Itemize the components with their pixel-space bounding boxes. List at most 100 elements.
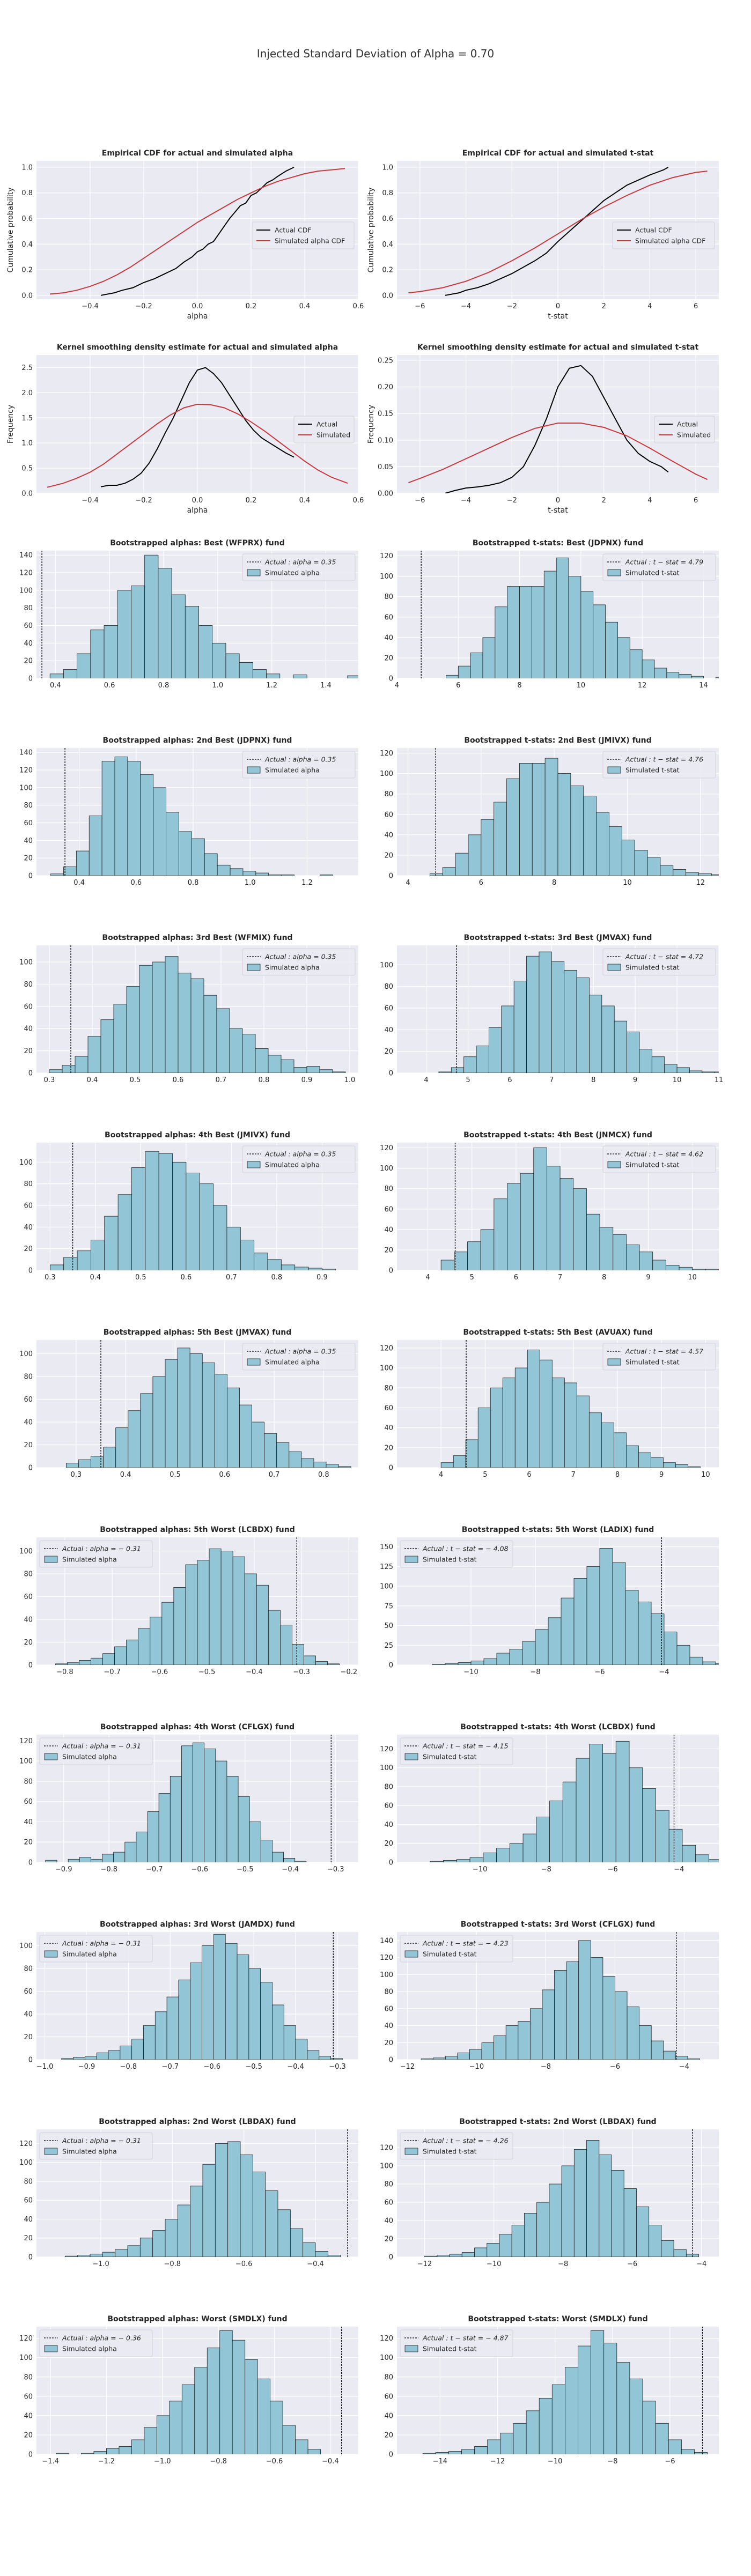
chart-title: Bootstrapped t-stats: 2nd Worst (LBDAX) … <box>459 2118 656 2126</box>
histogram-bar <box>252 2171 266 2257</box>
histogram-bar <box>642 2401 656 2454</box>
plot-content <box>55 1537 340 1665</box>
histogram-bar <box>691 676 704 678</box>
x-tick-label: −1.4 <box>42 2457 59 2466</box>
y-tick-label: 0.2 <box>21 267 33 275</box>
histogram-bar <box>578 1940 591 2060</box>
histogram-bar <box>272 2004 284 2060</box>
y-tick-label: 0.6 <box>21 215 33 223</box>
chart-title: Bootstrapped alphas: Best (WFPRX) fund <box>110 539 285 547</box>
legend-label: Simulated <box>316 431 350 439</box>
histogram-bar <box>230 868 244 876</box>
y-tick-label: 0.6 <box>382 215 393 223</box>
histogram-bar <box>522 1833 537 1862</box>
histogram-bar <box>496 1848 510 1862</box>
histogram-bar <box>522 1641 536 1665</box>
legend-box <box>39 2329 153 2357</box>
histogram-bar <box>67 1662 79 1665</box>
legend-box <box>242 1343 356 1371</box>
histogram-bar <box>451 1067 465 1073</box>
y-axis-label: Frequency <box>367 405 376 443</box>
histogram-bar <box>566 1961 579 2060</box>
x-tick-label: −0.7 <box>104 1668 121 1676</box>
histogram-bar <box>639 1049 652 1073</box>
legend: Actual : alpha = − 0.31 Simulated alpha <box>39 1935 153 1963</box>
legend-label: Actual : t − stat = 4.62 <box>625 1150 703 1158</box>
histogram-bar <box>613 1432 627 1468</box>
legend-box <box>39 1737 153 1765</box>
histogram-bar <box>445 1663 459 1665</box>
histogram-bar <box>639 1252 653 1270</box>
histogram-bar <box>647 857 661 876</box>
histogram-bar <box>268 874 282 876</box>
histogram-bar <box>138 1628 151 1665</box>
legend-label: Actual : alpha = − 0.31 <box>62 1940 141 1948</box>
histogram-bar <box>242 1034 256 1073</box>
legend-box <box>400 1737 513 1765</box>
plot-content <box>408 167 708 296</box>
histogram-bar <box>623 2188 637 2257</box>
x-tick-label: 9 <box>633 1076 637 1084</box>
y-tick-label: 80 <box>384 2181 393 2189</box>
histogram-bar <box>586 1213 600 1270</box>
legend-marker-simulated <box>607 766 621 774</box>
histogram-bar <box>181 1745 193 1862</box>
histogram-bar <box>166 1996 179 2060</box>
histogram-bar <box>583 796 597 876</box>
y-tick-label: 0 <box>389 675 393 683</box>
histogram-bar <box>689 1070 703 1073</box>
histogram-bar <box>664 1631 678 1665</box>
histogram-bar <box>705 1269 719 1270</box>
histogram-bar <box>295 2039 308 2060</box>
histogram-bar <box>636 2207 650 2257</box>
y-tick-label: 80 <box>24 1778 33 1786</box>
x-tick-label: −4 <box>679 2063 689 2071</box>
histogram-bar <box>260 1840 273 1862</box>
legend: Actual : alpha = − 0.31 Simulated alpha <box>39 2132 153 2160</box>
x-tick-label: 4 <box>647 497 652 505</box>
histogram-bar <box>556 557 569 678</box>
chart-title: Bootstrapped alphas: 4th Worst (CFLGX) f… <box>100 1723 294 1731</box>
legend-box <box>242 1145 356 1173</box>
histogram-bar <box>202 2164 216 2257</box>
y-tick-label: 60 <box>384 1205 393 1213</box>
histogram-bar <box>158 1153 173 1270</box>
legend-label: Actual : t − stat = 4.57 <box>625 1348 703 1356</box>
histogram-bar <box>483 1658 497 1665</box>
x-tick-label: −0.8 <box>120 2063 137 2071</box>
y-tick-label: 120 <box>19 2335 33 2343</box>
histogram-bar <box>518 2021 531 2060</box>
x-tick-label: −1.0 <box>154 2457 171 2466</box>
y-tick-label: 40 <box>384 2217 393 2225</box>
chart-panel-22: −12 −10 −8 −6 −4 0 20 40 60 80 100 120 Bootstrapped … <box>380 2118 719 2268</box>
histogram-bar <box>687 2059 700 2060</box>
chart-panel-24: −14 −12 −10 −8 −6 0 20 40 60 80 100 120 Bootstrapped… <box>380 2315 719 2466</box>
x-tick-label: −1.2 <box>98 2457 115 2466</box>
histogram-bar <box>457 2052 470 2060</box>
y-tick-label: 120 <box>380 1144 393 1152</box>
histogram-bar <box>139 965 153 1073</box>
histogram-bar <box>609 826 622 876</box>
histogram-bar <box>304 1655 316 1665</box>
legend: Actual : alpha = 0.35 Simulated alpha <box>242 553 356 581</box>
x-tick-label: −0.6 <box>191 1866 208 1874</box>
histogram-bar <box>144 2427 157 2454</box>
legend: Actual : t − stat = − 4.15 Simulated t-st… <box>400 1737 513 1765</box>
histogram-bar <box>140 774 154 876</box>
histogram-bar <box>676 1067 690 1073</box>
legend-label: Actual : t − stat = 4.72 <box>625 953 703 961</box>
histogram-bar <box>150 1617 163 1665</box>
histogram-bar <box>470 1661 484 1665</box>
legend-label: Actual : alpha = − 0.31 <box>62 1545 141 1553</box>
plot-content <box>65 1340 351 1468</box>
plot-content <box>61 1932 343 2060</box>
histogram-bar <box>532 586 544 678</box>
legend-label: Actual <box>316 420 337 428</box>
histogram-bar <box>289 1451 302 1468</box>
histogram-bar <box>315 2251 328 2257</box>
histogram-bar <box>63 669 78 678</box>
histogram-bar <box>281 874 294 876</box>
histogram-bar <box>634 850 648 876</box>
histogram-bar <box>602 1976 615 2060</box>
